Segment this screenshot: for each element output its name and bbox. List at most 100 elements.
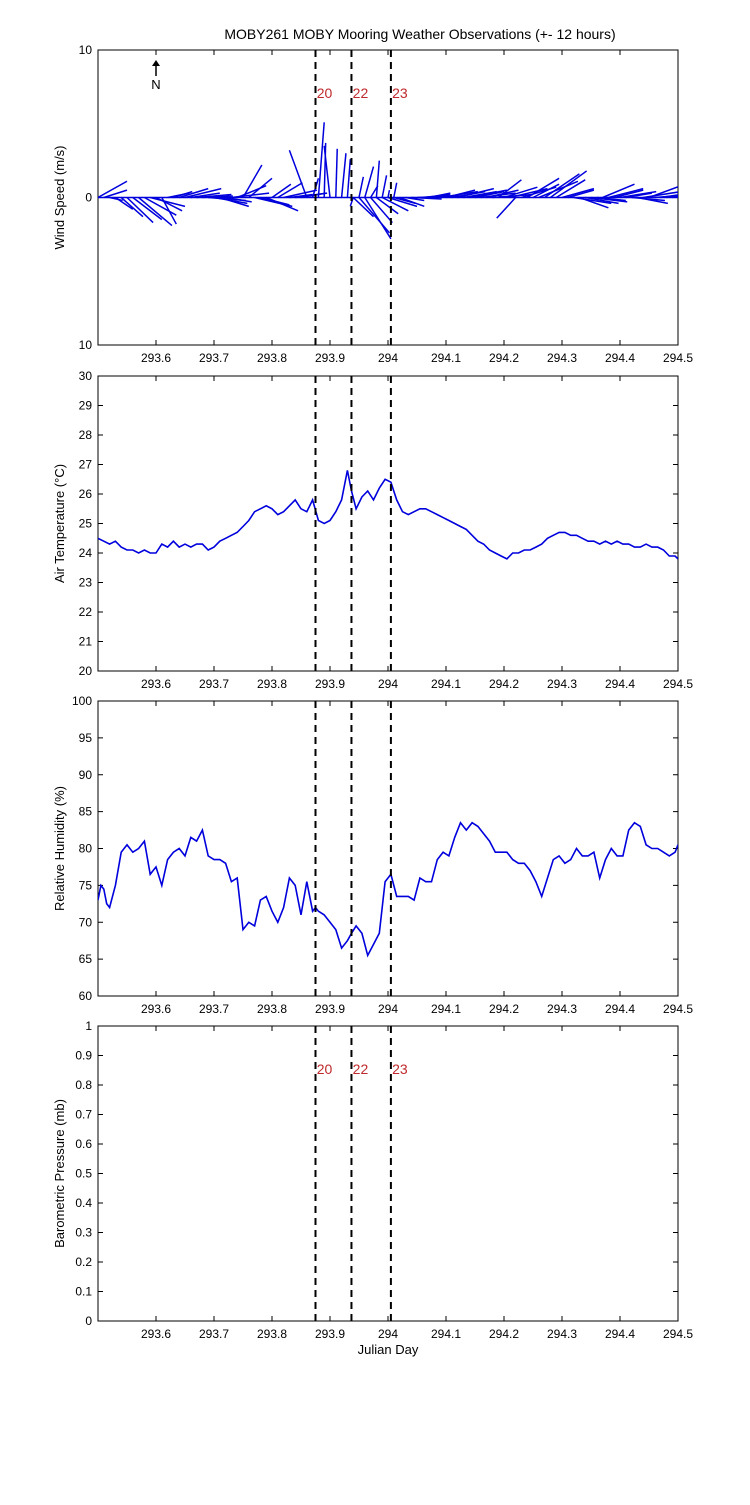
wind-stick bbox=[579, 196, 609, 209]
y-axis-label: Wind Speed (m/s) bbox=[52, 145, 67, 249]
x-tick-label: 294.2 bbox=[489, 1002, 519, 1016]
y-tick-label: 0.6 bbox=[75, 1137, 92, 1151]
wind-stick bbox=[393, 182, 398, 198]
event-label: 20 bbox=[317, 85, 333, 101]
x-tick-label: 294.5 bbox=[663, 351, 693, 365]
x-tick-label: 293.9 bbox=[315, 351, 345, 365]
y-tick-label: 65 bbox=[79, 952, 93, 966]
north-label: N bbox=[151, 77, 160, 92]
x-tick-label: 294 bbox=[378, 1002, 398, 1016]
wind-stick bbox=[399, 196, 425, 208]
wind-stick bbox=[608, 187, 644, 199]
wind-stick bbox=[317, 122, 325, 198]
wind-stick bbox=[150, 196, 186, 208]
wind-stick bbox=[509, 187, 548, 199]
wind-stick bbox=[411, 196, 442, 200]
wind-stick bbox=[178, 187, 209, 199]
wind-stick bbox=[138, 196, 173, 227]
wind-stick bbox=[387, 196, 418, 208]
data-layer bbox=[98, 122, 678, 240]
wind-stick bbox=[335, 148, 338, 198]
y-tick-label: 0 bbox=[85, 1314, 92, 1328]
x-tick-label: 293.6 bbox=[141, 1327, 171, 1341]
wind-stick bbox=[474, 190, 505, 199]
y-tick-label: 20 bbox=[79, 664, 93, 678]
series-line bbox=[98, 821, 678, 958]
wind-stick bbox=[277, 182, 303, 199]
panels: 293.6 293.7 293.8 293.9 294 294.1 294.2 294.3 29… bbox=[52, 43, 693, 1357]
y-tick-label: 23 bbox=[79, 576, 93, 590]
y-tick-label: 27 bbox=[79, 458, 93, 472]
wind-stick bbox=[497, 179, 522, 199]
wind-stick bbox=[381, 196, 409, 212]
y-tick-label: 60 bbox=[79, 989, 93, 1003]
wind-stick bbox=[120, 196, 144, 218]
wind-stick bbox=[469, 189, 508, 199]
wind-stick bbox=[375, 160, 381, 198]
x-tick-label: 294.1 bbox=[431, 1002, 461, 1016]
x-tick-label: 293.9 bbox=[315, 1002, 345, 1016]
y-tick-label: 100 bbox=[72, 694, 92, 708]
wind-stick bbox=[445, 189, 476, 199]
wind-stick bbox=[358, 197, 391, 234]
x-tick-label: 294.1 bbox=[431, 677, 461, 691]
x-tick-label: 294.3 bbox=[547, 677, 577, 691]
wind-stick bbox=[567, 189, 595, 199]
wind-stick bbox=[190, 192, 220, 199]
x-tick-label: 293.7 bbox=[199, 1002, 229, 1016]
wind-stick bbox=[358, 176, 365, 198]
x-tick-label: 293.9 bbox=[315, 677, 345, 691]
wind-stick bbox=[132, 196, 163, 221]
wind-stick bbox=[155, 196, 183, 212]
wind-stick bbox=[103, 189, 128, 199]
y-tick-label: 21 bbox=[79, 635, 93, 649]
wind-stick bbox=[648, 185, 678, 199]
x-tick-label: 293.7 bbox=[199, 351, 229, 365]
x-tick-label: 293.8 bbox=[257, 1002, 287, 1016]
x-tick-label: 293.6 bbox=[141, 351, 171, 365]
x-tick-label: 294.4 bbox=[605, 1327, 635, 1341]
plot-frame bbox=[97, 375, 679, 672]
y-tick-label: 0.5 bbox=[75, 1167, 92, 1181]
x-tick-label: 293.6 bbox=[141, 1002, 171, 1016]
x-tick-label: 293.8 bbox=[257, 351, 287, 365]
y-tick-label: 0 bbox=[85, 191, 92, 205]
x-tick-label: 294.4 bbox=[605, 677, 635, 691]
plot-frame bbox=[97, 700, 679, 997]
wind-stick bbox=[242, 164, 263, 198]
x-tick-label: 294.5 bbox=[663, 1002, 693, 1016]
y-tick-label: 24 bbox=[79, 546, 93, 560]
wind-stick bbox=[596, 196, 626, 202]
wind-stick bbox=[666, 194, 678, 199]
wind-stick bbox=[346, 159, 352, 198]
wind-stick bbox=[349, 197, 354, 207]
north-arrow-head bbox=[152, 60, 160, 66]
wind-stick bbox=[561, 187, 595, 199]
y-tick-label: 80 bbox=[79, 842, 93, 856]
wind-stick bbox=[637, 196, 668, 205]
x-tick-label: 293.7 bbox=[199, 1327, 229, 1341]
wind-stick bbox=[538, 180, 579, 199]
x-tick-label: 294.3 bbox=[547, 1002, 577, 1016]
wind-stick bbox=[114, 196, 134, 210]
y-tick-label: 25 bbox=[79, 517, 93, 531]
wind-stick bbox=[364, 197, 392, 240]
x-tick-label: 293.8 bbox=[257, 1327, 287, 1341]
panel-4: 293.6 293.7 293.8 293.9 294 294.1 294.2 294.3 29… bbox=[52, 1019, 693, 1357]
x-tick-label: 294.3 bbox=[547, 1327, 577, 1341]
wind-stick bbox=[126, 196, 154, 224]
wind-stick bbox=[457, 187, 495, 199]
plot-frame bbox=[97, 1025, 679, 1322]
wind-stick bbox=[549, 170, 588, 199]
wind-stick bbox=[544, 173, 580, 199]
event-label: 23 bbox=[392, 1061, 408, 1077]
y-tick-label: 22 bbox=[79, 605, 93, 619]
wind-stick bbox=[364, 166, 375, 198]
wind-stick bbox=[503, 186, 538, 199]
y-axis-label: Relative Humidity (%) bbox=[52, 786, 67, 911]
y-tick-label: 28 bbox=[79, 428, 93, 442]
data-layer bbox=[98, 470, 678, 560]
y-axis-label: Air Temperature (°C) bbox=[52, 464, 67, 583]
x-tick-label: 294.2 bbox=[489, 1327, 519, 1341]
